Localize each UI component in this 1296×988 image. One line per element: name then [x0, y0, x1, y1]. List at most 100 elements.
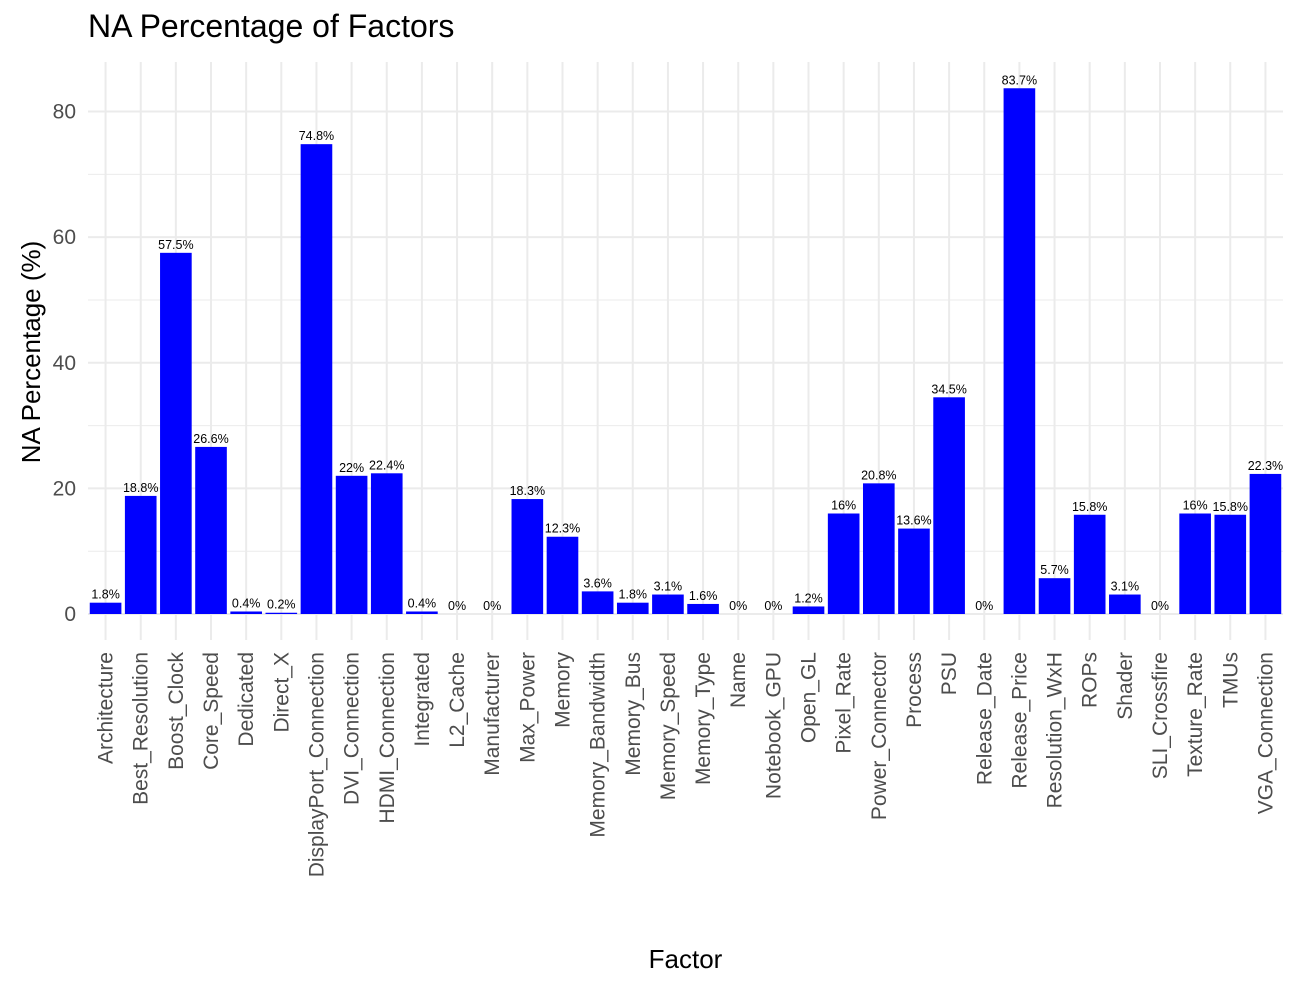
- bar: [300, 144, 333, 614]
- x-tick-label: HDMI_Connection: [376, 652, 399, 824]
- data-label: 18.3%: [510, 484, 545, 498]
- x-tick-label: Shader: [1114, 652, 1137, 720]
- x-tick-label: Resolution_WxH: [1044, 652, 1067, 808]
- x-tick-label: Pixel_Rate: [833, 652, 856, 754]
- bar: [511, 499, 544, 614]
- bar: [89, 602, 122, 614]
- x-axis-ticks: Architecture Best_Resolution Boost_Clock Co…: [95, 652, 1278, 878]
- data-label: 16%: [1183, 499, 1208, 513]
- data-label: 22.3%: [1248, 459, 1283, 473]
- bar: [616, 602, 649, 614]
- bar: [1109, 594, 1141, 614]
- bar: [335, 475, 368, 614]
- x-tick-label: ROPs: [1079, 652, 1102, 708]
- y-tick-label: 60: [53, 226, 76, 249]
- x-tick-label: Memory_Type: [692, 652, 715, 785]
- x-tick-label: Dedicated: [235, 652, 258, 747]
- bar: [792, 606, 825, 614]
- data-label: 3.1%: [654, 580, 683, 594]
- x-tick-label: Best_Resolution: [130, 652, 153, 805]
- data-label: 57.5%: [158, 238, 193, 252]
- bar: [1249, 473, 1282, 614]
- y-tick-label: 20: [53, 477, 76, 500]
- data-labels: 1.8% 18.8% 57.5% 26.6% 0.4% 0.2% 74.8% 22% 22.4%…: [91, 73, 1283, 613]
- data-label: 34.5%: [931, 382, 966, 396]
- data-label: 1.2%: [794, 591, 823, 605]
- data-label: 74.8%: [299, 129, 334, 143]
- x-tick-label: Direct_X: [270, 652, 293, 733]
- data-label: 0%: [729, 599, 747, 613]
- data-label: 0%: [1151, 599, 1169, 613]
- x-axis-title: Factor: [649, 944, 723, 974]
- bar: [687, 603, 719, 614]
- data-label: 22.4%: [369, 458, 404, 472]
- bar: [160, 252, 192, 614]
- bar: [124, 495, 157, 614]
- x-tick-label: Notebook_GPU: [762, 652, 785, 799]
- x-tick-label: Core_Speed: [200, 652, 223, 770]
- bar: [1179, 513, 1211, 614]
- x-tick-label: VGA_Connection: [1254, 652, 1277, 814]
- x-tick-label: Release_Date: [973, 652, 996, 785]
- data-label: 20.8%: [861, 468, 896, 482]
- y-tick-label: 80: [53, 101, 76, 124]
- bar: [230, 611, 262, 614]
- bar: [827, 513, 860, 614]
- data-label: 16%: [831, 499, 856, 513]
- data-label: 5.7%: [1040, 563, 1069, 577]
- bar: [933, 397, 965, 614]
- bar: [406, 611, 438, 614]
- x-tick-label: Open_GL: [798, 652, 821, 743]
- x-tick-label: Boost_Clock: [165, 652, 188, 770]
- y-axis-title: NA Percentage (%): [16, 241, 46, 464]
- x-tick-label: Name: [727, 652, 750, 708]
- x-tick-label: Release_Price: [1008, 652, 1031, 789]
- chart-title: NA Percentage of Factors: [88, 8, 455, 44]
- bar: [370, 473, 403, 614]
- bar: [581, 591, 614, 614]
- data-label: 3.1%: [1111, 580, 1140, 594]
- x-tick-label: DisplayPort_Connection: [305, 652, 328, 877]
- data-label: 15.8%: [1213, 500, 1248, 514]
- bar: [265, 612, 298, 614]
- data-label: 1.6%: [689, 589, 718, 603]
- bar: [652, 594, 684, 614]
- x-tick-label: Memory_Bus: [622, 652, 645, 776]
- bar: [1214, 514, 1247, 614]
- x-tick-label: Memory_Speed: [657, 652, 680, 800]
- y-tick-label: 0: [64, 603, 76, 626]
- bar: [1003, 88, 1036, 614]
- bar: [195, 446, 227, 614]
- data-label: 12.3%: [545, 522, 580, 536]
- data-label: 1.8%: [91, 588, 120, 602]
- data-label: 83.7%: [1002, 73, 1037, 87]
- data-label: 3.6%: [583, 576, 612, 590]
- data-label: 0.4%: [408, 596, 437, 610]
- bar: [1073, 514, 1106, 614]
- x-tick-label: Power_Connector: [868, 652, 891, 820]
- x-tick-label: SLI_Crossfire: [1149, 652, 1172, 779]
- x-tick-label: Manufacturer: [481, 652, 504, 776]
- y-tick-label: 40: [53, 352, 76, 375]
- x-tick-label: Process: [903, 652, 926, 728]
- bar: [546, 536, 579, 614]
- bars: [89, 88, 1282, 614]
- bar: [1038, 578, 1071, 614]
- x-tick-label: L2_Cache: [446, 652, 469, 748]
- data-label: 26.6%: [193, 432, 228, 446]
- data-label: 15.8%: [1072, 500, 1107, 514]
- bar: [862, 483, 895, 614]
- data-label: 22%: [339, 461, 364, 475]
- x-tick-label: Texture_Rate: [1184, 652, 1207, 777]
- data-label: 0%: [483, 599, 501, 613]
- data-label: 18.8%: [123, 481, 158, 495]
- data-label: 0.2%: [267, 598, 296, 612]
- data-label: 13.6%: [896, 514, 931, 528]
- data-label: 0%: [764, 599, 782, 613]
- bar: [898, 528, 930, 614]
- data-label: 0%: [975, 599, 993, 613]
- x-tick-label: Integrated: [411, 652, 434, 747]
- y-axis-ticks: 0 20 40 60 80: [53, 101, 76, 627]
- x-tick-label: PSU: [938, 652, 961, 695]
